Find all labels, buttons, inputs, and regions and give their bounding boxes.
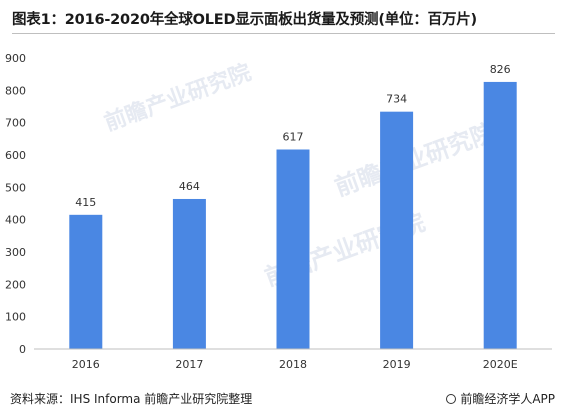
bar xyxy=(276,149,310,349)
brand-logo-icon xyxy=(446,393,457,404)
data-label: 826 xyxy=(490,63,511,76)
chart-title: 图表1：2016-2020年全球OLED显示面板出货量及预测(单位：百万片) xyxy=(12,12,477,28)
brand-name: 前瞻经济学人APP xyxy=(460,392,555,406)
x-tick-label: 2020E xyxy=(483,358,518,371)
data-label: 734 xyxy=(386,93,407,106)
y-tick-label: 900 xyxy=(5,52,26,65)
data-label: 415 xyxy=(75,196,96,209)
y-tick-label: 0 xyxy=(19,343,26,356)
y-tick-label: 800 xyxy=(5,84,26,97)
bar xyxy=(483,81,517,349)
x-tick-label: 2019 xyxy=(383,358,411,371)
y-tick-label: 100 xyxy=(5,311,26,324)
y-tick-label: 700 xyxy=(5,117,26,130)
x-tick-label: 2016 xyxy=(72,358,100,371)
y-tick-label: 500 xyxy=(5,181,26,194)
source-note: 资料来源：IHS Informa 前瞻产业研究院整理 xyxy=(10,392,253,406)
brand-mark: 前瞻经济学人APP xyxy=(446,390,555,407)
title-divider xyxy=(12,33,555,34)
y-tick-label: 200 xyxy=(5,278,26,291)
x-tick-label: 2018 xyxy=(279,358,307,371)
x-tick-label: 2017 xyxy=(175,358,203,371)
data-label: 464 xyxy=(179,180,200,193)
y-tick-label: 600 xyxy=(5,149,26,162)
y-tick-label: 400 xyxy=(5,214,26,227)
data-label: 617 xyxy=(283,131,304,144)
bar xyxy=(380,111,414,349)
bar xyxy=(69,214,103,349)
bar xyxy=(172,198,206,349)
y-tick-label: 300 xyxy=(5,246,26,259)
